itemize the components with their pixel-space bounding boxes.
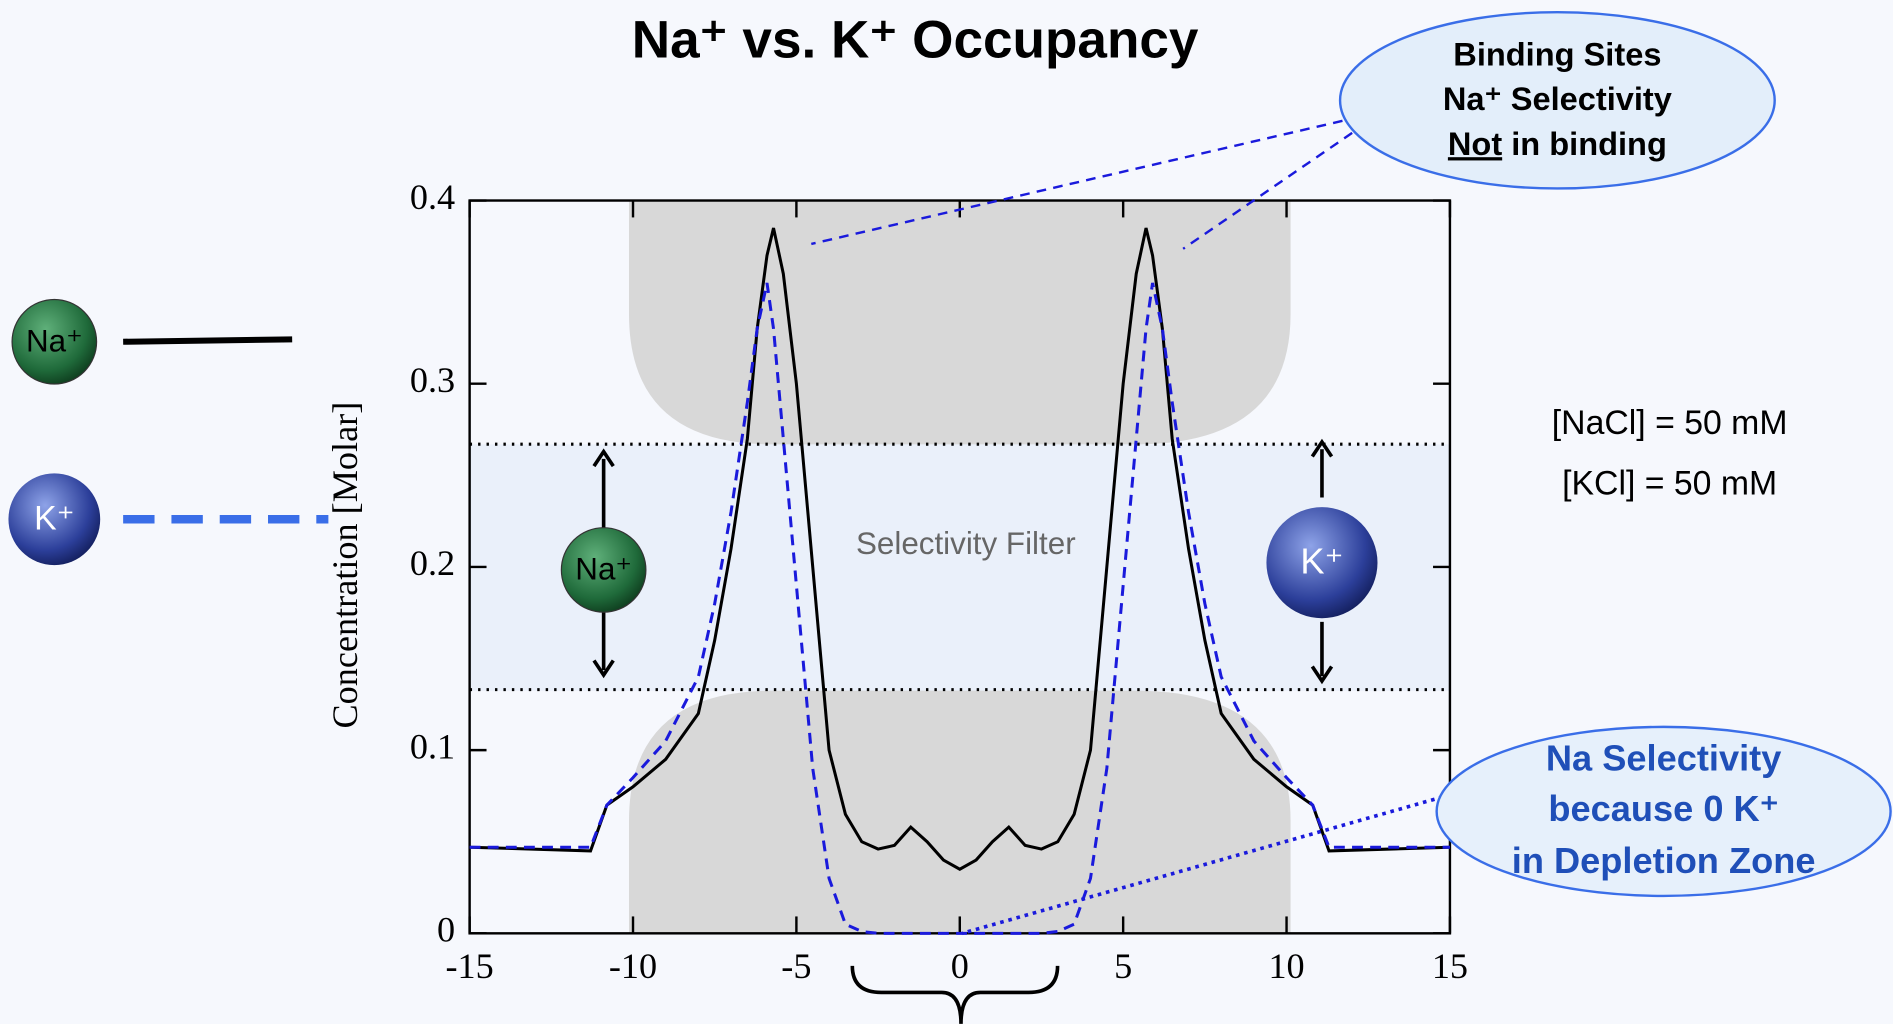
y-tick-label: 0.2 — [410, 543, 455, 583]
arrow-head — [592, 448, 615, 468]
legend-label: K⁺ — [34, 499, 74, 537]
x-tick-label: -15 — [445, 946, 493, 986]
callout-emphasis: Not — [1448, 125, 1502, 162]
callout-pointer — [811, 119, 1343, 246]
callout-text: Not in binding — [1448, 125, 1667, 162]
arrow-head — [1310, 665, 1334, 685]
plot-area: -15 -10 -5 0 5 10 15 0 0.1 0.2 0.3 0.4 — [410, 177, 1468, 986]
region-label: Selectivity Filter — [856, 526, 1076, 561]
ion — [1266, 507, 1378, 619]
callout-pointer — [961, 795, 1444, 936]
x-tick-label: 5 — [1114, 946, 1132, 986]
legend-swatch — [123, 336, 293, 345]
y-tick-label: 0.1 — [410, 726, 455, 766]
series-line — [469, 227, 1450, 871]
x-tick-label: -10 — [609, 946, 657, 986]
callout-text: because 0 K⁺ — [1548, 788, 1778, 829]
y-tick-label: 0 — [437, 910, 455, 950]
x-tick-label: -5 — [781, 946, 811, 986]
legend-ion — [11, 298, 98, 385]
x-tick-label: 15 — [1432, 946, 1468, 986]
callout-bubble — [1338, 10, 1776, 190]
y-axis-label: Concentration [Molar] — [325, 402, 365, 729]
arrow-head — [1310, 438, 1334, 458]
x-tick-label: 0 — [951, 946, 969, 986]
callout-pointer — [1182, 131, 1353, 250]
condition: [KCl] = 50 mM — [1562, 464, 1777, 502]
x-tick-label: 10 — [1268, 946, 1304, 986]
callout-text-part: in binding — [1511, 125, 1667, 162]
y-tick-label: 0.4 — [410, 177, 455, 217]
y-tick-label: 0.3 — [410, 360, 455, 400]
callout-text: in Depletion Zone — [1512, 840, 1816, 881]
series-line — [469, 282, 1450, 935]
chart-title: Na⁺ vs. K⁺ Occupancy — [632, 11, 1199, 70]
legend-ion — [8, 473, 101, 566]
binding-region — [628, 200, 1291, 445]
legend-label: Na⁺ — [26, 323, 83, 358]
ion-label: Na⁺ — [575, 551, 632, 586]
ion — [560, 527, 647, 613]
depletion-region — [628, 690, 1291, 934]
condition: [NaCl] = 50 mM — [1552, 404, 1788, 442]
callout-text: Na Selectivity — [1546, 737, 1781, 778]
callout-bubble — [1435, 725, 1892, 898]
callout-text: Binding Sites — [1453, 35, 1661, 72]
callout-text: Na⁺ Selectivity — [1443, 80, 1672, 117]
ion-label: K⁺ — [1300, 540, 1343, 581]
arrow-head — [592, 659, 615, 679]
